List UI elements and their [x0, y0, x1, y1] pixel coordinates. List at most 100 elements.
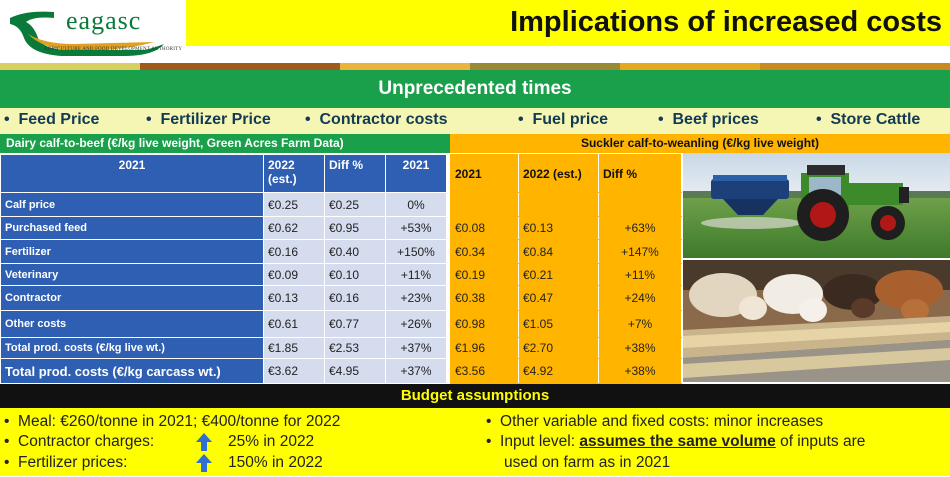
value-2021: €3.56	[450, 358, 519, 384]
table-row: €0.98 €1.05 +7%	[450, 310, 682, 338]
cost-item: • Contractor costs	[305, 111, 448, 128]
contractor-increase: 25% in 2022	[228, 433, 315, 450]
cattle-illustration	[683, 260, 950, 382]
value-diff: +7%	[598, 310, 682, 338]
table-row: Other costs €0.61 €0.77 +26%	[0, 310, 447, 338]
teagasc-logo-mark	[10, 11, 164, 57]
cost-item: • Store Cattle	[816, 111, 921, 128]
suckler-table: 2021 2022 (est.) Diff % €0.08 €0.13 +63%…	[450, 154, 682, 384]
value-diff: +37%	[385, 358, 447, 384]
unprecedented-banner: Unprecedented times	[0, 70, 950, 108]
value-2021: €0.09	[263, 263, 325, 286]
up-arrow-icon	[196, 433, 212, 456]
value-2021: €0.98	[450, 310, 519, 338]
budget-assumptions: • Meal: €260/tonne in 2021; €400/tonne f…	[0, 408, 950, 476]
cost-item: • Fuel price	[518, 111, 609, 128]
value-diff	[598, 192, 682, 217]
cost-item: • Feed Price	[4, 111, 100, 128]
stripe-segment	[140, 63, 340, 70]
table-row: Purchased feed €0.62 €0.95 +53%	[0, 216, 447, 240]
value-2021: €0.38	[450, 285, 519, 311]
tractor-photo	[683, 153, 950, 258]
budget-item: • Fertilizer prices: 150% in 2022	[4, 454, 323, 472]
tractor-illustration	[683, 153, 950, 258]
value-2021: €0.08	[450, 216, 519, 240]
budget-item: • Contractor charges: 25% in 2022	[4, 433, 314, 451]
value-2022: €0.77	[324, 310, 386, 338]
cost-item: • Beef prices	[658, 111, 759, 128]
dairy-col-header: Diff %	[324, 154, 386, 193]
table-row: €0.38 €0.47 +24%	[450, 285, 682, 311]
logo-subtitle: AGRICULTURE AND FOOD DEVELOPMENT AUTHORI…	[44, 47, 183, 52]
fertilizer-increase: 150% in 2022	[228, 454, 323, 471]
value-diff: +24%	[598, 285, 682, 311]
value-diff: +147%	[598, 239, 682, 264]
dairy-col-header: 2022 (est.)	[263, 154, 325, 193]
table-row: Contractor €0.13 €0.16 +23%	[0, 285, 447, 311]
suckler-heading: Suckler calf-to-weanling (€/kg live weig…	[450, 134, 950, 153]
value-2021: €0.62	[263, 216, 325, 240]
table-row: €0.34 €0.84 +147%	[450, 239, 682, 264]
row-label: Calf price	[0, 192, 264, 217]
value-2021: €0.34	[450, 239, 519, 264]
table-row: Fertilizer €0.16 €0.40 +150%	[0, 239, 447, 264]
header: eagasc AGRICULTURE AND FOOD DEVELOPMENT …	[0, 0, 950, 62]
value-2022: €0.84	[518, 239, 599, 264]
value-2022: €2.53	[324, 337, 386, 359]
row-label: Total prod. costs (€/kg live wt.)	[0, 337, 264, 359]
table-row: Total prod. costs (€/kg carcass wt.) €3.…	[0, 358, 447, 384]
teagasc-logo: eagasc AGRICULTURE AND FOOD DEVELOPMENT …	[4, 4, 183, 60]
value-2021: €0.13	[263, 285, 325, 311]
value-2021: €3.62	[263, 358, 325, 384]
value-diff: +23%	[385, 285, 447, 311]
value-2022: €0.16	[324, 285, 386, 311]
row-label: Contractor	[0, 285, 264, 311]
suckler-col-header: Diff %	[598, 154, 682, 193]
stripe-segment	[0, 63, 140, 70]
value-2021: €0.19	[450, 263, 519, 286]
value-2021	[450, 192, 519, 217]
table-row: Veterinary €0.09 €0.10 +11%	[0, 263, 447, 286]
budget-heading: Budget assumptions	[0, 384, 950, 408]
emphasis-text: assumes the same volume	[579, 433, 776, 450]
table-row	[450, 192, 682, 217]
value-diff: +53%	[385, 216, 447, 240]
value-2022: €0.47	[518, 285, 599, 311]
stripe-segment	[760, 63, 950, 70]
value-2022: €0.10	[324, 263, 386, 286]
value-diff: +38%	[598, 358, 682, 384]
row-label: Other costs	[0, 310, 264, 338]
value-2022: €0.40	[324, 239, 386, 264]
table-row: €0.19 €0.21 +11%	[450, 263, 682, 286]
dairy-table: 2021 2022 (est.) Diff % 2021 Calf price …	[0, 154, 447, 384]
budget-item-continued: used on farm as in 2021	[504, 454, 671, 471]
page-title: Implications of increased costs	[510, 6, 942, 38]
value-2022: €0.25	[324, 192, 386, 217]
row-label: Veterinary	[0, 263, 264, 286]
row-label: Purchased feed	[0, 216, 264, 240]
value-diff: +38%	[598, 337, 682, 359]
table-row: Total prod. costs (€/kg live wt.) €1.85 …	[0, 337, 447, 359]
up-arrow-icon	[196, 454, 212, 477]
value-2022: €0.13	[518, 216, 599, 240]
value-diff: +37%	[385, 337, 447, 359]
value-2021: €1.96	[450, 337, 519, 359]
value-diff: +26%	[385, 310, 447, 338]
value-diff: 0%	[385, 192, 447, 217]
value-2021: €0.25	[263, 192, 325, 217]
dairy-heading: Dairy calf-to-beef (€/kg live weight, Gr…	[0, 134, 450, 153]
title-bar: Implications of increased costs	[186, 0, 950, 46]
value-2021: €0.16	[263, 239, 325, 264]
value-2022: €4.92	[518, 358, 599, 384]
value-2022: €1.05	[518, 310, 599, 338]
table-row: Calf price €0.25 €0.25 0%	[0, 192, 447, 217]
value-2021: €0.61	[263, 310, 325, 338]
stripe-segment	[620, 63, 760, 70]
dairy-col-header: 2021	[0, 154, 264, 193]
cost-item: • Fertilizer Price	[146, 111, 271, 128]
value-diff: +63%	[598, 216, 682, 240]
value-diff: +150%	[385, 239, 447, 264]
cost-items-row: • Feed Price • Fertilizer Price • Contra…	[0, 108, 950, 134]
budget-item: • Other variable and fixed costs: minor …	[486, 413, 824, 430]
table-row: €0.08 €0.13 +63%	[450, 216, 682, 240]
